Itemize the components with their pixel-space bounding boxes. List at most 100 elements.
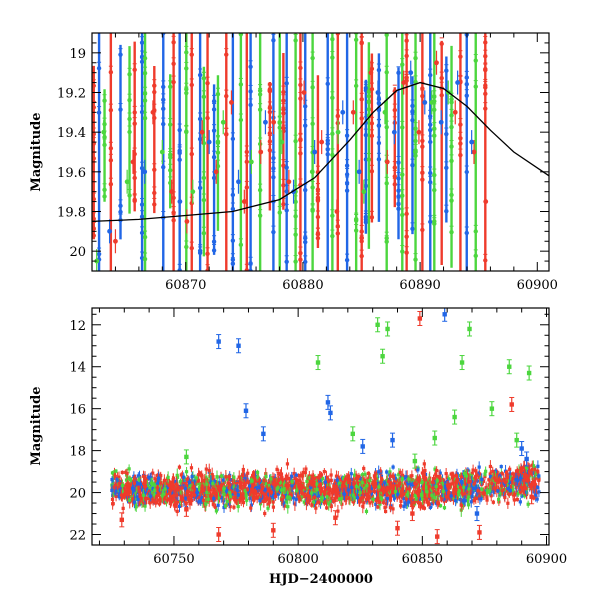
data-point [137, 474, 142, 479]
data-point [264, 497, 268, 501]
data-point [169, 495, 173, 499]
data-point [161, 106, 166, 112]
data-point [266, 502, 270, 506]
data-point [134, 505, 138, 509]
data-point [384, 239, 389, 244]
data-point [473, 84, 478, 89]
data-point [392, 165, 397, 170]
data-point [277, 125, 282, 130]
data-point [483, 40, 488, 45]
data-point [255, 470, 260, 474]
data-point [413, 79, 418, 85]
data-point [392, 480, 397, 484]
data-point [432, 172, 437, 178]
data-point [127, 97, 132, 103]
data-point [505, 470, 509, 474]
data-point [370, 494, 375, 498]
data-point [534, 493, 538, 497]
data-point [125, 485, 129, 489]
data-point [329, 503, 333, 508]
data-point [311, 495, 315, 499]
data-point [508, 472, 512, 476]
data-point [199, 129, 205, 135]
data-point [392, 88, 397, 94]
data-point [92, 105, 96, 110]
data-point [452, 109, 458, 115]
data-point [281, 111, 286, 116]
data-point [285, 462, 290, 466]
data-point [215, 150, 221, 155]
data-point [488, 475, 493, 479]
data-point [281, 98, 286, 103]
data-point [201, 175, 207, 181]
data-point [401, 80, 407, 85]
data-point [267, 109, 273, 115]
data-point [324, 499, 329, 503]
data-point [404, 53, 409, 59]
data-point [230, 257, 236, 262]
data-point [315, 231, 321, 237]
data-point [177, 127, 182, 133]
data-point [369, 121, 375, 126]
data-point [189, 498, 193, 503]
data-point [249, 481, 253, 485]
data-point [108, 107, 114, 113]
data-point [451, 481, 455, 485]
data-point [325, 506, 329, 510]
data-point [282, 501, 286, 505]
data-point [284, 259, 289, 264]
data-point [298, 250, 303, 256]
data-point [113, 474, 117, 478]
data-point [96, 251, 102, 257]
data-point [271, 229, 276, 235]
data-point [213, 505, 218, 509]
data-point [213, 169, 219, 175]
data-point [463, 479, 467, 484]
data-point [133, 503, 137, 507]
data-point [340, 486, 344, 490]
data-point [101, 129, 107, 135]
data-point [334, 474, 339, 478]
data-point [230, 478, 235, 482]
data-point [444, 472, 448, 476]
plot-area [110, 308, 541, 545]
data-point [139, 109, 145, 115]
data-point [473, 253, 478, 259]
data-point [404, 250, 409, 255]
data-point [350, 109, 356, 115]
data-point [171, 40, 176, 45]
y-tick-label: 19.2 [57, 87, 86, 102]
data-point [349, 472, 353, 476]
data-point [324, 485, 329, 489]
data-point [221, 499, 226, 503]
data-point [422, 100, 428, 105]
data-point [445, 492, 450, 497]
data-point [344, 163, 350, 168]
data-point [265, 485, 269, 489]
data-point [215, 139, 221, 144]
data-point [211, 498, 215, 503]
data-point [205, 115, 210, 121]
data-point [158, 498, 162, 502]
data-point [158, 489, 162, 493]
data-point [189, 245, 194, 251]
data-point [184, 87, 189, 92]
data-point [230, 192, 236, 198]
data-point [319, 139, 325, 145]
data-point [293, 482, 297, 486]
data-point [283, 493, 287, 497]
data-point [458, 152, 463, 158]
data-point [92, 233, 96, 238]
data-point [255, 496, 259, 500]
data-point [328, 499, 332, 504]
data-point [248, 492, 252, 497]
data-point [102, 187, 107, 192]
data-point [238, 117, 244, 123]
data-point [173, 486, 177, 490]
data-point [344, 172, 350, 177]
data-point [509, 476, 513, 480]
data-point [193, 479, 197, 483]
data-point [489, 494, 493, 498]
data-point [359, 229, 364, 234]
data-point [449, 158, 454, 164]
